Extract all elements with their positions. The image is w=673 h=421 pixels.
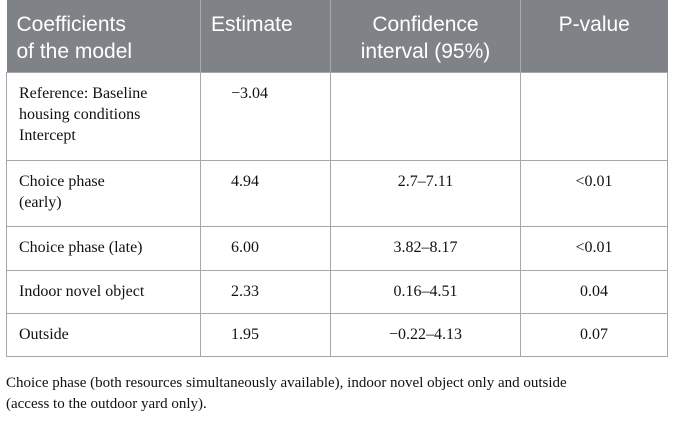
row-label-line: Outside [19, 326, 69, 343]
header-coefficients-line2: of the model [16, 40, 133, 63]
estimate-cell: 2.33 [200, 270, 331, 314]
ci-cell [330, 72, 521, 161]
table-footnote: Choice phase (both resources simultaneou… [6, 373, 667, 415]
p-value-cell [520, 72, 668, 161]
header-coefficients-line1: Coefficients [16, 13, 126, 36]
table-row: Outside 1.95 −0.22–4.13 0.07 [6, 313, 668, 357]
ci-cell: 0.16–4.51 [330, 270, 521, 314]
header-p-value-label: P-value [558, 13, 630, 36]
estimate-cell: 6.00 [200, 226, 331, 271]
table-row: Choice phase (late) 6.00 3.82–8.17 <0.01 [6, 226, 668, 271]
row-label-line: Reference: Baseline [19, 85, 148, 102]
ci-cell: −0.22–4.13 [330, 313, 521, 357]
table-row: Choice phase (early) 4.94 2.7–7.11 <0.01 [6, 160, 668, 227]
coefficients-table-container: Coefficients of the model Estimate Confi… [6, 0, 668, 357]
footnote-line1: Choice phase (both resources simultaneou… [6, 375, 567, 391]
header-estimate: Estimate [200, 0, 331, 73]
header-estimate-label: Estimate [211, 13, 293, 36]
row-label-line: Indoor novel object [19, 283, 145, 300]
estimate-cell: −3.04 [200, 72, 331, 161]
ci-cell: 3.82–8.17 [330, 226, 521, 271]
header-ci-line1: Confidence [372, 13, 479, 36]
row-label-cell: Indoor novel object [6, 270, 201, 314]
header-confidence-interval: Confidence interval (95%) [330, 0, 521, 73]
p-value-cell: 0.07 [520, 313, 668, 357]
estimate-cell: 4.94 [200, 160, 331, 227]
header-ci-line2: interval (95%) [360, 40, 491, 63]
p-value-cell: <0.01 [520, 160, 668, 227]
row-label-line: Intercept [19, 127, 76, 144]
header-coefficients: Coefficients of the model [6, 0, 201, 73]
p-value-cell: <0.01 [520, 226, 668, 271]
row-label-line: Choice phase [19, 173, 105, 190]
table-header-row: Coefficients of the model Estimate Confi… [6, 0, 668, 73]
row-label-cell: Reference: Baseline housing conditions I… [6, 72, 201, 161]
table-row: Indoor novel object 2.33 0.16–4.51 0.04 [6, 270, 668, 314]
p-value-cell: 0.04 [520, 270, 668, 314]
row-label-cell: Outside [6, 313, 201, 357]
row-label-line: Choice phase (late) [19, 239, 143, 256]
row-label-line: (early) [19, 194, 62, 211]
row-label-line: housing conditions [19, 106, 141, 123]
estimate-cell: 1.95 [200, 313, 331, 357]
ci-cell: 2.7–7.11 [330, 160, 521, 227]
row-label-cell: Choice phase (late) [6, 226, 201, 271]
table-row: Reference: Baseline housing conditions I… [6, 72, 668, 161]
row-label-cell: Choice phase (early) [6, 160, 201, 227]
footnote-line2: (access to the outdoor yard only). [6, 396, 207, 412]
header-p-value: P-value [520, 0, 668, 73]
coefficients-table: Coefficients of the model Estimate Confi… [6, 0, 668, 357]
